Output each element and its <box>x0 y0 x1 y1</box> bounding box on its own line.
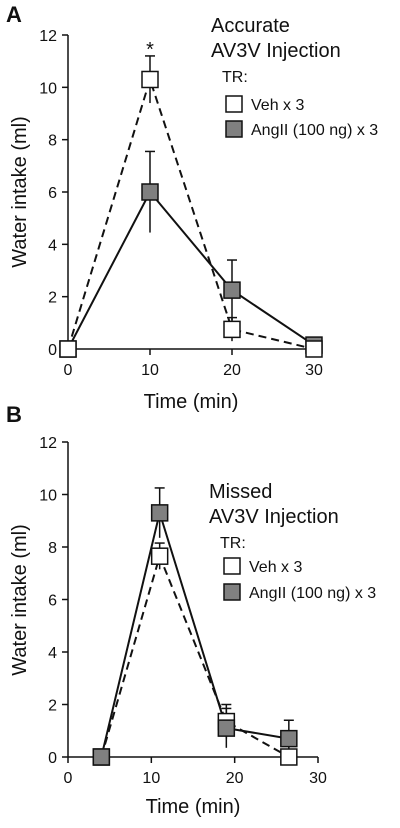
panel-a-points <box>59 70 323 358</box>
panel-b-legend-title-2: AV3V Injection <box>209 506 339 528</box>
panel-b-y-tick-label: 12 <box>39 435 57 452</box>
panel-a-angii-line <box>67 190 315 350</box>
panel-a-error-bars <box>145 55 237 342</box>
panel-a-series-lines <box>67 76 315 350</box>
panel-a-legend: Accurate AV3V Injection TR: Veh x 3 AngI… <box>211 15 378 139</box>
panel-b-veh-line <box>100 553 290 758</box>
panel-a-veh-point <box>223 320 241 339</box>
panel-b-veh-point <box>280 748 298 766</box>
panel-b-angii-point <box>92 748 111 766</box>
panel-b-ticks: 0 2 4 6 8 10 12 0 10 20 30 <box>39 435 327 787</box>
panel-b-x-tick-label: 0 <box>64 770 73 787</box>
panel-b-angii-point <box>280 729 298 748</box>
panel-a-x-tick-label: 10 <box>141 362 159 379</box>
panel-b-series-lines <box>100 509 290 758</box>
panel-b-legend: Missed AV3V Injection TR: Veh x 3 AngII … <box>209 481 376 602</box>
panel-a-veh-line <box>67 76 315 350</box>
panel-b-legend-veh-swatch <box>223 557 241 575</box>
panel-a-letter: A <box>6 2 22 27</box>
panel-b-veh-point <box>150 547 169 565</box>
panel-a-y-tick-label: 10 <box>39 80 57 97</box>
panel-b-angii-point <box>150 504 169 522</box>
panel-a-x-tick-label: 30 <box>305 362 323 379</box>
panel-a-x-tick-label: 20 <box>223 362 241 379</box>
panel-a-ticks: 0 2 4 6 8 10 12 0 10 20 30 <box>39 28 323 379</box>
panel-b-legend-subtitle: TR: <box>220 535 246 552</box>
panel-b-legend-veh-label: Veh x 3 <box>249 559 302 576</box>
panel-a-legend-subtitle: TR: <box>222 69 248 86</box>
panel-a-angii-point <box>141 183 159 201</box>
panel-b-y-tick-label: 6 <box>48 593 57 610</box>
panel-a-legend-angii-label: AngII (100 ng) x 3 <box>251 122 378 139</box>
panel-b-letter: B <box>6 402 22 427</box>
panel-b-angii-line <box>100 509 289 758</box>
panel-b-points <box>92 504 298 766</box>
panel-a-x-tick-label: 0 <box>64 362 73 379</box>
panel-a-legend-veh-label: Veh x 3 <box>251 97 304 114</box>
panel-a-y-tick-label: 0 <box>48 342 57 359</box>
panel-a-veh-point <box>141 70 159 89</box>
panel-b-x-tick-label: 20 <box>226 770 244 787</box>
panel-a-legend-veh-swatch <box>225 95 243 113</box>
panel-a-veh-point <box>59 340 77 358</box>
panel-b-y-axis-title: Water intake (ml) <box>9 524 31 676</box>
panel-a-y-tick-label: 8 <box>48 133 57 150</box>
panel-a-y-tick-label: 4 <box>48 237 57 254</box>
panel-b-legend-angii-label: AngII (100 ng) x 3 <box>249 585 376 602</box>
panel-b-x-tick-label: 30 <box>309 770 327 787</box>
panel-b-y-tick-label: 8 <box>48 540 57 557</box>
panel-a-veh-point <box>305 340 323 358</box>
panel-a-y-tick-label: 6 <box>48 185 57 202</box>
panel-b-legend-title-1: Missed <box>209 481 272 503</box>
panel-a-legend-title-2: AV3V Injection <box>211 40 341 62</box>
panel-b-y-tick-label: 4 <box>48 645 57 662</box>
panel-a-y-axis-title: Water intake (ml) <box>9 116 31 268</box>
panel-a-x-axis-title: Time (min) <box>144 391 239 413</box>
panel-b-y-tick-label: 10 <box>39 488 57 505</box>
panel-b: B Water intake (ml) Time (min) 0 2 4 6 8 10 12… <box>6 402 376 818</box>
panel-a-angii-point <box>223 281 241 299</box>
panel-b-y-tick-label: 0 <box>48 750 57 767</box>
panel-a-y-tick-label: 2 <box>48 290 57 307</box>
panel-b-y-tick-label: 2 <box>48 698 57 715</box>
panel-a-y-tick-label: 12 <box>39 28 57 45</box>
panel-b-x-tick-label: 10 <box>142 770 160 787</box>
panel-a: A Water intake (ml) Time (min) 0 2 4 6 8 10 12… <box>6 2 378 413</box>
panel-b-angii-point <box>217 719 236 737</box>
panel-b-x-axis-title: Time (min) <box>146 796 241 818</box>
panel-a-legend-angii-swatch <box>225 120 243 138</box>
panel-b-legend-angii-swatch <box>223 583 241 601</box>
panel-a-legend-title-1: Accurate <box>211 15 290 37</box>
panel-a-significance-star: * <box>146 39 154 61</box>
